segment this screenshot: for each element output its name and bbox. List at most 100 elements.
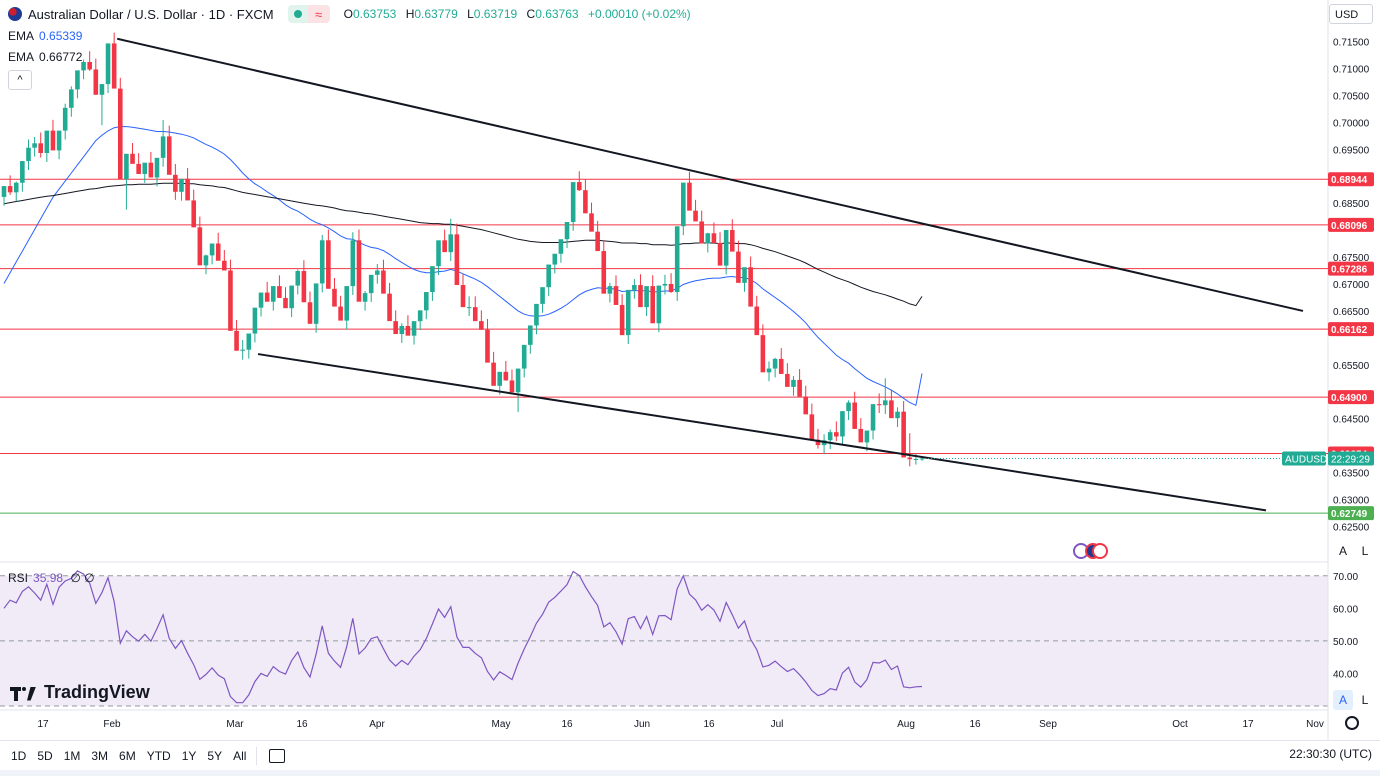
candle-body[interactable] [301,271,307,303]
trendlines[interactable] [116,37,1304,512]
candle-body[interactable] [246,333,252,350]
candle-body[interactable] [185,178,190,201]
market-status[interactable]: ≈ [287,5,330,23]
rsi-auto-scale-button[interactable]: A [1333,690,1353,710]
candle-body[interactable] [368,274,374,294]
candle-body[interactable] [252,307,258,334]
candle-body[interactable] [381,270,386,294]
candle-body[interactable] [319,240,325,284]
candle-body[interactable] [87,62,92,70]
candle-body[interactable] [148,162,154,178]
candle-body[interactable] [1,186,7,197]
candle-body[interactable] [442,240,447,253]
candle-body[interactable] [723,230,729,266]
wave-icon[interactable]: ≈ [307,5,330,23]
candle-body[interactable] [815,439,821,446]
candle-body[interactable] [589,213,594,232]
candle-body[interactable] [215,243,221,261]
candle-body[interactable] [26,147,31,162]
timeframe-6m[interactable]: 6M [119,749,136,763]
candle-body[interactable] [846,402,851,412]
candle-body[interactable] [729,230,735,252]
candle-body[interactable] [222,260,227,271]
candle-body[interactable] [901,411,906,458]
candle-body[interactable] [809,414,815,440]
candle-body[interactable] [681,182,686,227]
candle-body[interactable] [448,234,454,253]
candle-body[interactable] [632,285,637,290]
candle-body[interactable] [387,293,392,322]
candle-body[interactable] [619,304,625,336]
candle-body[interactable] [509,380,515,393]
candle-body[interactable] [785,373,790,387]
candle-body[interactable] [166,136,172,175]
candle-body[interactable] [7,186,13,193]
candle-body[interactable] [228,270,233,331]
candle-body[interactable] [62,107,68,131]
candle-body[interactable] [656,285,662,324]
event-icon-3[interactable] [1092,543,1108,559]
candle-body[interactable] [93,69,99,95]
price-chart[interactable]: 0.689440.680960.672860.661620.649000.638… [0,0,1380,740]
candle-body[interactable] [234,330,239,351]
candle-body[interactable] [595,231,600,252]
candle-body[interactable] [136,163,141,175]
candle-body[interactable] [466,307,472,309]
candle-body[interactable] [889,400,894,419]
event-markers[interactable] [1073,543,1108,559]
candle-body[interactable] [662,283,668,286]
candle-body[interactable] [423,292,429,311]
symbol-title[interactable]: Australian Dollar / U.S. Dollar · 1D · F… [28,6,274,22]
candle-body[interactable] [111,43,117,89]
candle-body[interactable] [834,432,839,437]
candle-body[interactable] [344,286,350,321]
candle-body[interactable] [485,329,490,363]
candle-body[interactable] [882,400,888,406]
candle-body[interactable] [338,306,343,321]
candle-body[interactable] [295,271,301,286]
ema-short-legend[interactable]: EMA 0.65339 [8,27,82,45]
candle-body[interactable] [479,321,484,330]
candle-body[interactable] [142,162,148,175]
candle-body[interactable] [907,457,913,460]
candle-body[interactable] [417,310,423,322]
candle-body[interactable] [472,307,478,322]
candle-body[interactable] [399,325,405,335]
candle-body[interactable] [124,153,129,180]
candle-body[interactable] [668,283,674,293]
candle-body[interactable] [644,286,649,308]
candle-body[interactable] [75,70,80,90]
settings-gear-icon[interactable] [1345,716,1359,730]
candle-body[interactable] [650,286,656,324]
candle-body[interactable] [13,182,19,193]
candle-body[interactable] [270,286,276,302]
candle-body[interactable] [870,404,876,431]
candle-body[interactable] [864,430,870,443]
candle-body[interactable] [803,396,809,415]
symbol-tag[interactable] [1282,451,1326,466]
candle-body[interactable] [674,226,680,293]
timeframe-5d[interactable]: 5D [37,749,53,763]
timeframe-1y[interactable]: 1Y [181,749,197,763]
candle-body[interactable] [772,358,778,369]
candle-body[interactable] [405,325,411,336]
candle-body[interactable] [693,210,698,222]
candle-body[interactable] [687,182,692,211]
candle-body[interactable] [38,143,44,153]
candle-body[interactable] [50,130,56,151]
candle-body[interactable] [356,240,362,302]
timeframe-ytd[interactable]: YTD [146,749,171,763]
candle-body[interactable] [717,242,723,266]
candle-body[interactable] [191,200,197,228]
candle-body[interactable] [748,267,753,307]
candle-body[interactable] [264,292,270,302]
candle-body[interactable] [625,289,631,336]
candle-body[interactable] [491,362,496,386]
candle-body[interactable] [130,153,135,164]
candle-body[interactable] [766,368,772,373]
candle-body[interactable] [362,293,368,302]
candle-body[interactable] [607,286,613,294]
candle-body[interactable] [240,349,245,351]
trendline[interactable] [116,37,1304,312]
candle-body[interactable] [350,240,356,287]
